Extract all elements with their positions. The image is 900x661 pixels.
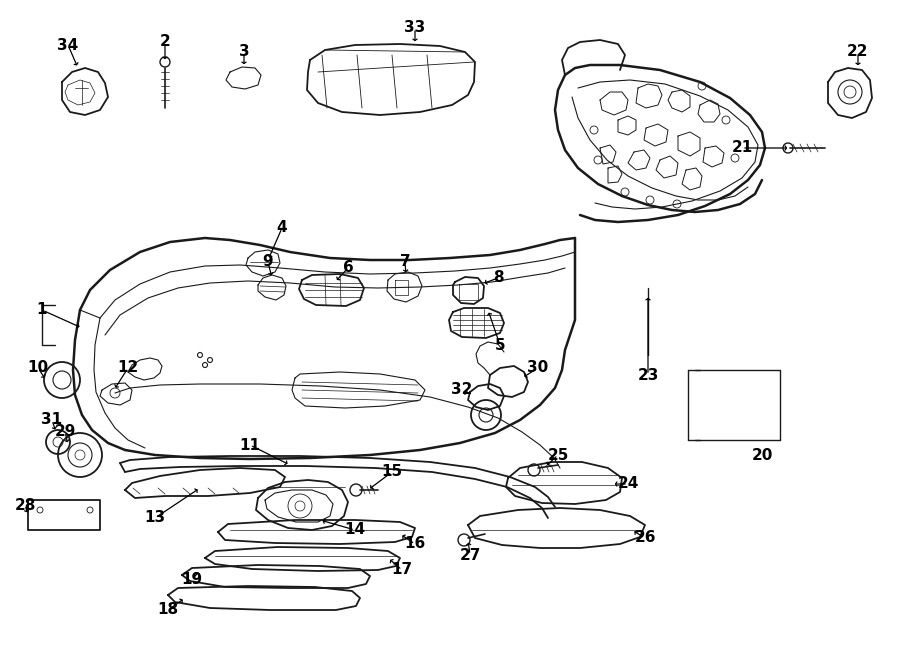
Text: 28: 28 — [14, 498, 36, 512]
Text: 33: 33 — [404, 20, 426, 36]
Text: 19: 19 — [182, 572, 202, 588]
Text: 29: 29 — [54, 424, 76, 440]
Text: 11: 11 — [239, 438, 260, 453]
Text: 15: 15 — [382, 465, 402, 479]
Text: 6: 6 — [343, 260, 354, 276]
Text: 7: 7 — [400, 254, 410, 270]
Text: 24: 24 — [617, 477, 639, 492]
Text: 25: 25 — [547, 447, 569, 463]
Text: 9: 9 — [263, 254, 274, 270]
Text: 1: 1 — [37, 303, 47, 317]
Text: 23: 23 — [637, 368, 659, 383]
Text: 31: 31 — [41, 412, 63, 428]
Text: 18: 18 — [158, 602, 178, 617]
Text: 8: 8 — [492, 270, 503, 286]
Text: 16: 16 — [404, 537, 426, 551]
Text: 34: 34 — [58, 38, 78, 52]
Text: 21: 21 — [732, 141, 752, 155]
Text: 14: 14 — [345, 522, 365, 537]
Text: 32: 32 — [451, 383, 472, 397]
Text: 13: 13 — [144, 510, 166, 525]
Text: 5: 5 — [495, 338, 505, 352]
Text: 30: 30 — [527, 360, 549, 375]
Text: 17: 17 — [392, 563, 412, 578]
Text: 22: 22 — [847, 44, 868, 59]
Text: 27: 27 — [459, 547, 481, 563]
Text: 20: 20 — [752, 447, 773, 463]
Text: 12: 12 — [117, 360, 139, 375]
Text: 10: 10 — [27, 360, 49, 375]
Text: 26: 26 — [634, 531, 656, 545]
Text: 2: 2 — [159, 34, 170, 50]
Text: 3: 3 — [238, 44, 249, 59]
Text: 4: 4 — [276, 221, 287, 235]
